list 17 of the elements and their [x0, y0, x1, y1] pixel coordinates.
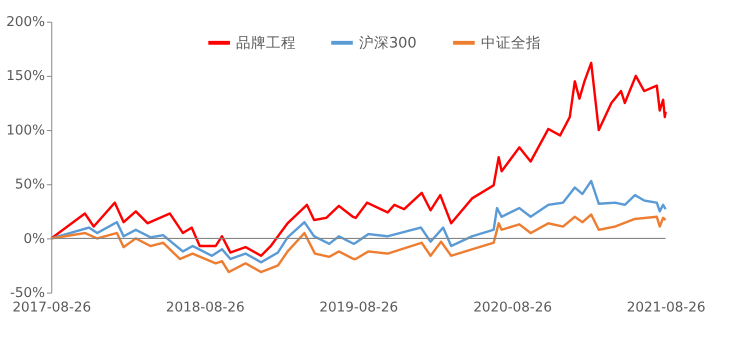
line-series	[50, 62, 667, 257]
line-series	[50, 213, 667, 274]
line-series	[50, 180, 667, 264]
x-tick-label: 2019-08-26	[319, 299, 398, 316]
y-tick-label: 0%	[24, 230, 46, 247]
legend-label: 沪深300	[358, 34, 417, 52]
legend-label: 中证全指	[480, 34, 541, 52]
y-tick-label: 150%	[6, 68, 46, 84]
x-tick-label: 2018-08-26	[166, 299, 245, 316]
y-tick-label: 200%	[6, 14, 46, 30]
legend-label: 品牌工程	[236, 34, 296, 52]
y-tick-label: -50%	[10, 284, 46, 301]
y-tick-label: 50%	[14, 176, 46, 193]
y-tick-label: 100%	[6, 122, 46, 138]
x-tick-label: 2017-08-26	[12, 299, 92, 316]
x-tick-label: 2021-08-26	[626, 299, 706, 316]
x-tick-label: 2020-08-26	[473, 299, 552, 316]
